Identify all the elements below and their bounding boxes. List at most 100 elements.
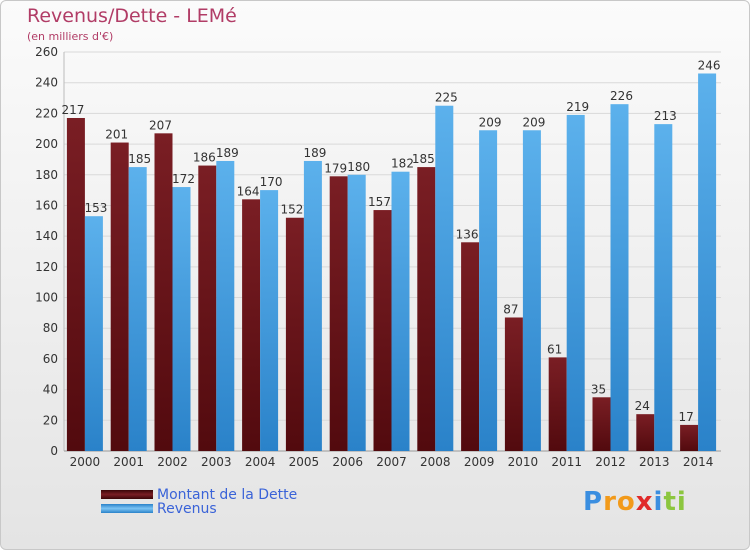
bar-debt — [680, 424, 699, 451]
legend-label-debt: Montant de la Dette — [157, 487, 298, 503]
data-label-revenue: 172 — [172, 172, 195, 186]
logo-letter: r — [603, 487, 617, 517]
bar-debt — [285, 217, 304, 451]
data-label-revenue: 209 — [522, 115, 545, 129]
bar-debt — [329, 176, 348, 452]
y-tick-label: 240 — [35, 76, 58, 90]
bar-debt — [636, 414, 655, 451]
data-label-debt: 87 — [503, 302, 518, 316]
x-tick-label: 2013 — [639, 455, 670, 469]
y-tick-label: 20 — [43, 413, 58, 427]
logo-letter: o — [616, 487, 636, 517]
x-tick-label: 2008 — [420, 455, 451, 469]
chart-title: Revenus/Dette - LEMé — [27, 5, 237, 27]
x-tick-label: 2001 — [113, 455, 144, 469]
y-tick-label: 260 — [35, 45, 58, 59]
logo-letter: i — [653, 487, 664, 517]
data-label-revenue: 189 — [216, 146, 239, 160]
data-label-revenue: 185 — [128, 152, 151, 166]
bar-revenue — [347, 174, 366, 451]
bar-debt — [373, 210, 392, 451]
logo-letter: P — [583, 487, 604, 517]
bar-debt — [154, 133, 173, 452]
data-label-debt: 35 — [591, 382, 606, 396]
y-tick-label: 120 — [35, 260, 58, 274]
data-label-revenue: 225 — [435, 91, 458, 105]
data-label-debt: 61 — [547, 342, 562, 356]
x-tick-label: 2000 — [70, 455, 101, 469]
y-tick-label: 200 — [35, 137, 58, 151]
y-tick-label: 0 — [50, 444, 58, 458]
bar-revenue — [260, 190, 279, 451]
data-label-debt: 207 — [149, 118, 172, 132]
data-label-debt: 217 — [61, 103, 84, 117]
data-label-debt: 136 — [456, 227, 479, 241]
bar-revenue — [479, 130, 498, 451]
bar-revenue — [391, 171, 410, 451]
x-tick-label: 2004 — [245, 455, 276, 469]
bar-revenue — [698, 73, 717, 451]
y-tick-label: 40 — [43, 383, 58, 397]
y-tick-label: 80 — [43, 321, 58, 335]
data-label-debt: 186 — [193, 151, 216, 165]
bar-revenue — [303, 160, 322, 451]
x-tick-label: 2005 — [289, 455, 320, 469]
data-label-revenue: 189 — [303, 146, 326, 160]
bar-debt — [417, 167, 436, 451]
y-axis-ticks: 0 20 40 60 80 100 120 140 160 180 200 220 240 260 — [35, 45, 58, 458]
data-label-revenue: 246 — [698, 58, 721, 72]
data-label-revenue: 170 — [260, 175, 283, 189]
legend-swatch-revenue — [101, 504, 153, 513]
bar-revenue — [84, 216, 103, 451]
y-tick-label: 160 — [35, 198, 58, 212]
y-tick-label: 100 — [35, 291, 58, 305]
bar-revenue — [522, 130, 541, 451]
data-label-debt: 157 — [368, 195, 391, 209]
x-axis-ticks: 2000 2001 2002 2003 2004 2005 2006 2007 2008 2009… — [70, 455, 714, 469]
x-tick-label: 2006 — [332, 455, 363, 469]
y-tick-label: 140 — [35, 229, 58, 243]
bar-debt — [548, 357, 567, 451]
legend-label-revenue: Revenus — [157, 501, 217, 517]
bar-debt — [110, 142, 129, 452]
bars — [66, 73, 717, 452]
bar-revenue — [654, 124, 673, 451]
bar-debt — [592, 397, 611, 451]
x-tick-label: 2012 — [595, 455, 626, 469]
data-label-revenue: 226 — [610, 89, 633, 103]
y-tick-label: 180 — [35, 168, 58, 182]
x-tick-label: 2003 — [201, 455, 232, 469]
logo-letter: x — [635, 487, 654, 517]
bar-debt — [461, 242, 480, 451]
data-label-revenue: 213 — [654, 109, 677, 123]
data-label-revenue: 180 — [347, 160, 370, 174]
data-label-debt: 17 — [678, 410, 693, 424]
data-label-debt: 185 — [412, 152, 435, 166]
bar-revenue — [128, 167, 147, 451]
x-tick-label: 2014 — [683, 455, 714, 469]
x-tick-label: 2011 — [551, 455, 582, 469]
y-tick-label: 220 — [35, 106, 58, 120]
x-tick-label: 2010 — [508, 455, 539, 469]
data-label-debt: 24 — [635, 399, 650, 413]
data-label-revenue: 209 — [479, 115, 502, 129]
bar-debt — [66, 117, 85, 451]
data-label-debt: 152 — [280, 203, 303, 217]
bar-debt — [242, 199, 261, 451]
logo-letter: t — [663, 487, 677, 517]
data-label-revenue: 153 — [84, 201, 107, 215]
bar-debt — [504, 317, 523, 451]
x-tick-label: 2007 — [376, 455, 407, 469]
data-label-revenue: 182 — [391, 157, 414, 171]
y-tick-label: 60 — [43, 352, 58, 366]
data-label-debt: 201 — [105, 128, 128, 142]
bar-debt — [198, 165, 217, 452]
logo-letter: i — [676, 487, 687, 517]
data-label-debt: 164 — [237, 184, 260, 198]
bar-revenue — [172, 187, 191, 452]
bar-revenue — [566, 114, 585, 452]
chart-subtitle: (en milliers d'€) — [27, 30, 114, 43]
